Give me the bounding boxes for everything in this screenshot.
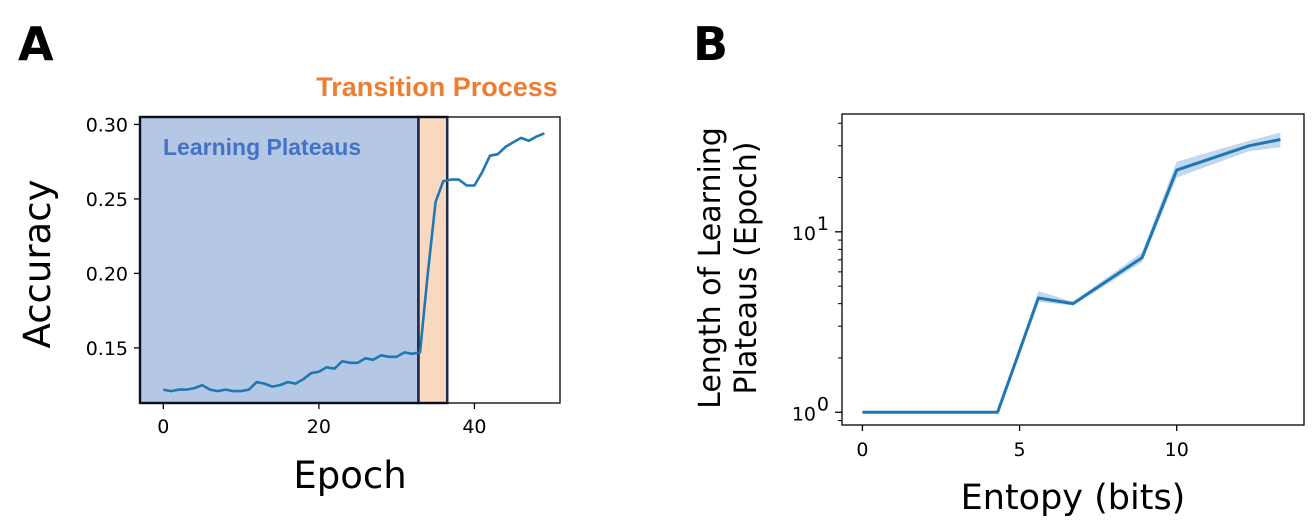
chart-b-x-tick-label: 5 — [1014, 439, 1026, 461]
chart-a-x-tick-label: 40 — [462, 416, 486, 438]
chart-a-y-tick-label: 0.20 — [86, 263, 128, 285]
plateau-length-line — [862, 138, 1281, 414]
chart-b-confidence-band — [862, 132, 1281, 413]
chart-b-x-label: Entopy (bits) — [961, 478, 1186, 518]
learning-plateaus-region — [138, 115, 420, 405]
chart-a-y-label: Accuracy — [16, 180, 59, 349]
chart-a-x-ticks: 0 20 40 — [157, 403, 487, 438]
transition-process-label: Transition Process — [316, 72, 558, 102]
chart-a-y-tick-label: 0.30 — [86, 114, 128, 136]
chart-a-y-tick-label: 0.15 — [86, 338, 128, 360]
chart-b-x-ticks: 0 5 10 — [856, 425, 1189, 461]
chart-b-y-tick-label: 10 — [792, 403, 816, 425]
panel-b-letter: B — [693, 17, 728, 71]
chart-b-frame — [841, 113, 1305, 426]
chart-a-x-tick-label: 20 — [307, 416, 331, 438]
chart-b-y-label: Length of Learning Plateaus (Epoch) — [693, 127, 764, 409]
panel-a-letter: A — [18, 17, 54, 71]
chart-b-y-label-line-2: Plateaus (Epoch) — [729, 142, 764, 395]
plateau-length-band — [862, 132, 1281, 413]
chart-a-x-tick-label: 0 — [157, 416, 169, 438]
chart-b-y-tick-label: 10 — [792, 223, 816, 245]
chart-a-lines — [163, 132, 545, 393]
chart-a: Transition Process Learning Plateaus 0 20… — [16, 72, 561, 497]
chart-a-y-ticks: 0.15 0.20 0.25 0.30 — [86, 114, 140, 360]
transition-process-region — [417, 115, 449, 405]
chart-a-x-label: Epoch — [293, 454, 406, 497]
chart-b-y-tick-exponent: 0 — [817, 393, 829, 415]
chart-b-lines — [862, 138, 1281, 414]
learning-plateaus-label: Learning Plateaus — [163, 134, 361, 160]
chart-b-y-tick-exponent: 1 — [817, 213, 829, 235]
chart-a-regions — [138, 115, 449, 405]
chart-a-y-tick-label: 0.25 — [86, 189, 128, 211]
chart-b-x-tick-label: 10 — [1165, 439, 1189, 461]
accuracy-line — [163, 132, 545, 393]
chart-a-frame — [139, 116, 561, 404]
chart-b-x-tick-label: 0 — [856, 439, 868, 461]
chart-b-y-label-line-1: Length of Learning — [693, 127, 728, 409]
